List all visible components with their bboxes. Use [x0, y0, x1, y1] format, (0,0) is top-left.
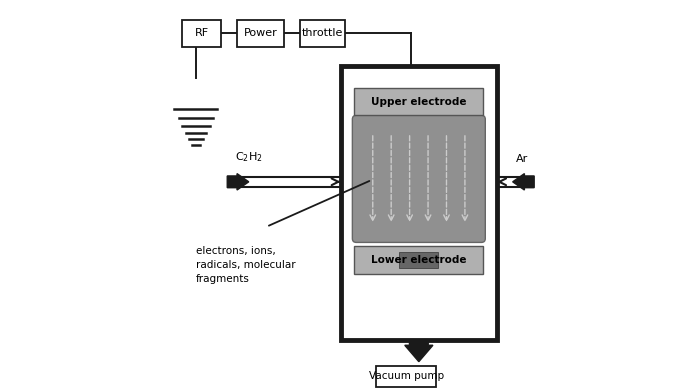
FancyBboxPatch shape — [352, 115, 485, 242]
FancyArrow shape — [227, 174, 249, 190]
Text: Upper electrode: Upper electrode — [371, 97, 466, 107]
Bar — [376, 366, 437, 387]
Text: throttle: throttle — [301, 28, 343, 38]
Bar — [399, 253, 438, 267]
Text: RF: RF — [195, 28, 209, 38]
Bar — [354, 88, 483, 115]
Text: Ar: Ar — [516, 154, 528, 164]
Bar — [299, 20, 344, 47]
Text: Vacuum pump: Vacuum pump — [369, 371, 444, 381]
Text: C$_2$H$_2$: C$_2$H$_2$ — [235, 151, 263, 164]
Text: electrons, ions,
radicals, molecular
fragments: electrons, ions, radicals, molecular fra… — [196, 246, 296, 284]
Text: Power: Power — [244, 28, 277, 38]
Bar — [182, 20, 221, 47]
FancyArrow shape — [513, 174, 534, 190]
Text: Lower electrode: Lower electrode — [371, 255, 466, 265]
Bar — [354, 246, 483, 274]
Bar — [237, 20, 284, 47]
FancyArrow shape — [405, 340, 433, 362]
Bar — [341, 66, 497, 340]
